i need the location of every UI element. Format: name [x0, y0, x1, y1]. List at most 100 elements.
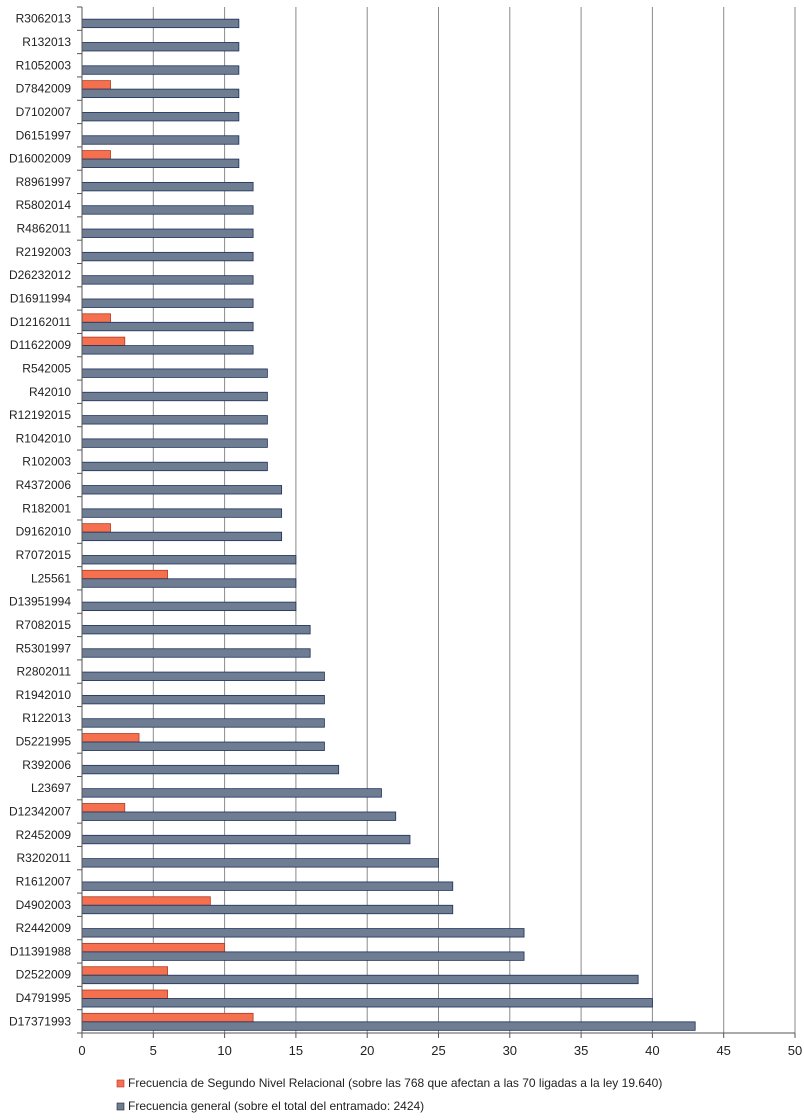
category-label-D16911994: D16911994	[10, 291, 71, 305]
bar-frecuencia-general-D2522009	[81, 974, 639, 985]
category-label-D11391988: D11391988	[10, 944, 71, 958]
category-label-D26232012: D26232012	[9, 268, 71, 282]
x-tick-label-45: 45	[716, 1043, 730, 1058]
bar-frecuencia-general-R7072015	[81, 555, 297, 565]
bar-frecuencia-general-R2802011	[81, 671, 325, 681]
category-label-D5221995: D5221995	[16, 735, 72, 749]
category-label-L25561: L25561	[31, 571, 71, 585]
bars	[81, 18, 696, 1031]
category-label-R3202011: R3202011	[17, 851, 72, 865]
category-labels: R3062013 R132013 R1052003 D7842009 D7102007 D…	[9, 12, 71, 1029]
category-label-R1612007: R1612007	[16, 874, 72, 888]
bar-frecuencia-general-D5221995	[81, 741, 325, 751]
bar-segundo-nivel-D2522009	[81, 966, 168, 976]
x-tick-label-30: 30	[503, 1043, 517, 1058]
category-label-D4902003: D4902003	[16, 898, 72, 912]
bar-segundo-nivel-D11622009	[81, 336, 126, 347]
bar-segundo-nivel-D7842009	[81, 80, 111, 90]
category-label-R182001: R182001	[22, 501, 71, 515]
category-label-D12342007: D12342007	[9, 804, 71, 818]
category-label-R132013: R132013	[22, 35, 71, 49]
category-label-D7102007: D7102007	[16, 105, 72, 119]
bar-frecuencia-general-D7842009	[81, 88, 240, 99]
bar-frecuencia-general-D13951994	[81, 601, 297, 612]
bar-frecuencia-general-L23697	[81, 788, 382, 798]
bar-segundo-nivel-D11391988	[81, 942, 226, 953]
category-label-R392006: R392006	[22, 758, 71, 772]
bar-frecuencia-general-R42010	[81, 391, 268, 402]
category-label-D4791995: D4791995	[16, 991, 72, 1005]
category-label-R1042010: R1042010	[16, 431, 72, 445]
bar-frecuencia-general-R392006	[81, 764, 340, 775]
category-label-D16002009: D16002009	[9, 152, 71, 166]
category-label-R3062013: R3062013	[16, 12, 72, 26]
bar-frecuencia-general-D12162011	[81, 321, 254, 332]
bar-frecuencia-general-D17371993	[81, 1021, 696, 1031]
category-label-R2192003: R2192003	[16, 245, 72, 259]
bar-frecuencia-general-R12192015	[81, 415, 268, 425]
category-label-R7082015: R7082015	[16, 618, 72, 632]
bar-frecuencia-general-R3202011	[81, 858, 439, 868]
bar-segundo-nivel-D4791995	[81, 989, 168, 999]
bar-frecuencia-general-D9162010	[81, 531, 283, 542]
x-tick-label-35: 35	[574, 1043, 588, 1058]
x-tick-label-15: 15	[289, 1043, 303, 1058]
bar-frecuencia-general-R1612007	[81, 881, 454, 891]
category-label-R4372006: R4372006	[16, 478, 72, 492]
axes	[77, 6, 796, 1038]
bar-frecuencia-general-R8961997	[81, 181, 254, 192]
x-tick-label-40: 40	[645, 1043, 659, 1058]
bar-frecuencia-general-R4372006	[81, 485, 283, 495]
bar-frecuencia-general-R1052003	[81, 65, 240, 75]
bar-segundo-nivel-D4902003	[81, 896, 211, 906]
bar-frecuencia-general-R1042010	[81, 438, 268, 448]
category-label-R542005: R542005	[22, 361, 71, 375]
bar-frecuencia-general-R2442009	[81, 928, 525, 938]
bar-frecuencia-general-L25561	[81, 578, 297, 588]
x-tick-label-50: 50	[788, 1043, 802, 1058]
bar-frecuencia-general-R2452009	[81, 834, 411, 845]
bar-frecuencia-general-D11391988	[81, 951, 525, 961]
category-label-R1942010: R1942010	[16, 688, 72, 702]
category-label-D11622009: D11622009	[10, 338, 71, 352]
x-tick-label-5: 5	[150, 1043, 157, 1058]
category-label-R42010: R42010	[29, 385, 71, 399]
bar-frecuencia-general-D16911994	[81, 298, 254, 308]
bar-segundo-nivel-D17371993	[81, 1012, 254, 1023]
bar-frecuencia-general-R182001	[81, 508, 283, 518]
category-label-L23697: L23697	[31, 781, 71, 795]
category-label-R1052003: R1052003	[16, 58, 72, 72]
category-label-R5301997: R5301997	[16, 641, 72, 655]
x-tick-labels: 0 5 10 15 20 25 30 35 40 45 50	[78, 1043, 802, 1058]
bar-frecuencia-general-D4902003	[81, 904, 454, 915]
category-label-R2452009: R2452009	[16, 828, 72, 842]
legend-swatch-segundo-nivel	[116, 1079, 125, 1088]
bar-frecuencia-general-R5301997	[81, 648, 311, 658]
bar-frecuencia-general-R5802014	[81, 205, 254, 215]
category-label-R8961997: R8961997	[16, 175, 72, 189]
bar-frecuencia-general-D7102007	[81, 112, 240, 122]
category-label-D13951994: D13951994	[9, 595, 71, 609]
bar-frecuencia-general-R4862011	[81, 228, 254, 238]
category-label-R5802014: R5802014	[16, 198, 72, 212]
bar-segundo-nivel-D12162011	[81, 313, 111, 323]
category-label-R102003: R102003	[22, 455, 71, 469]
bar-segundo-nivel-D16002009	[81, 150, 111, 160]
category-label-D9162010: D9162010	[16, 525, 72, 539]
bar-frecuencia-general-D16002009	[81, 158, 240, 168]
category-label-D17371993: D17371993	[9, 1014, 71, 1028]
bar-frecuencia-general-D6151997	[81, 135, 240, 145]
bar-frecuencia-general-R132013	[81, 42, 240, 52]
bar-segundo-nivel-D5221995	[81, 733, 140, 743]
category-label-R7072015: R7072015	[16, 548, 72, 562]
bar-frecuencia-general-R102003	[81, 461, 268, 472]
bar-frecuencia-general-R542005	[81, 368, 268, 378]
category-label-R122013: R122013	[22, 711, 71, 725]
bar-frecuencia-general-R3062013	[81, 18, 240, 29]
bar-frecuencia-general-D12342007	[81, 811, 397, 821]
bar-frecuencia-general-D26232012	[81, 275, 254, 285]
bar-segundo-nivel-D9162010	[81, 523, 111, 533]
bar-segundo-nivel-D12342007	[81, 803, 126, 813]
category-label-R12192015: R12192015	[9, 408, 71, 422]
